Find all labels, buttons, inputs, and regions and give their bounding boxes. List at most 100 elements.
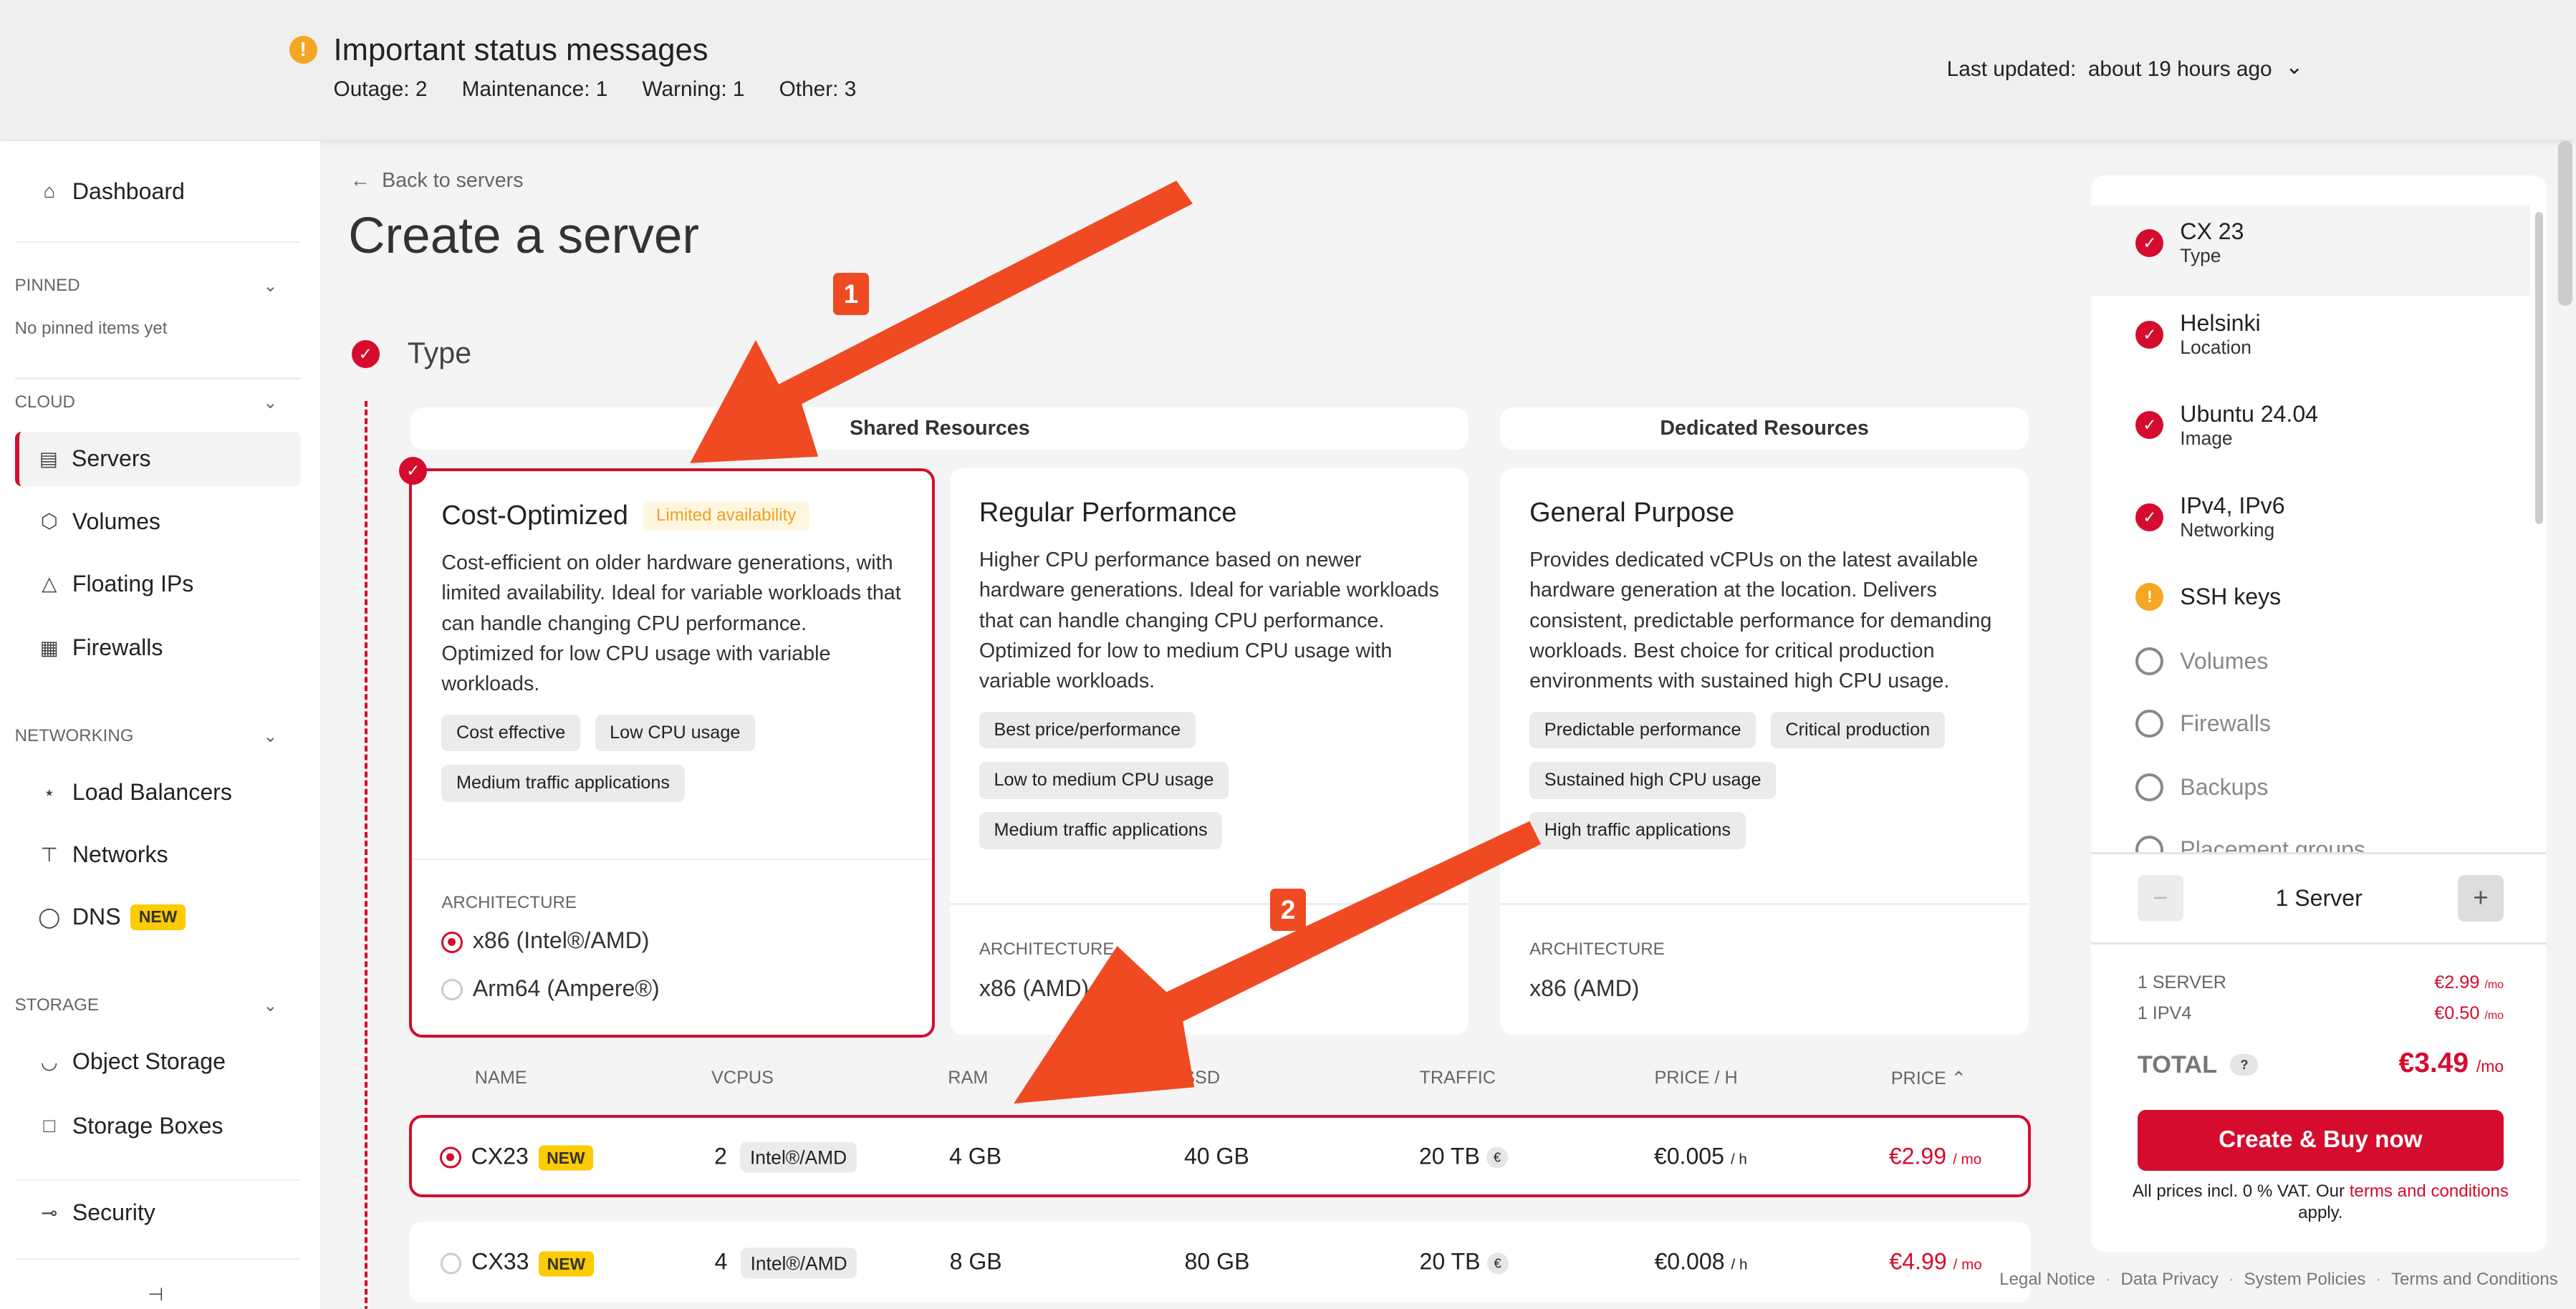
sidebar-item-floating-ips[interactable]: △ Floating IPs bbox=[15, 556, 301, 611]
label: Networks bbox=[72, 841, 168, 868]
system-policies-link[interactable]: System Policies bbox=[2244, 1269, 2366, 1289]
outage-count[interactable]: Outage: 2 bbox=[333, 77, 428, 101]
arch-option-arm64[interactable]: Arm64 (Ampere®) bbox=[441, 975, 660, 1002]
section-storage[interactable]: STORAGE ⌄ bbox=[15, 995, 278, 1016]
summary-step-networking[interactable]: ✓ IPv4, IPv6 Networking bbox=[2091, 493, 2529, 541]
increment-button[interactable]: + bbox=[2457, 875, 2504, 922]
sidebar-item-servers[interactable]: ▤ Servers bbox=[14, 432, 301, 486]
no-pinned-text: No pinned items yet bbox=[14, 318, 168, 338]
bucket-icon: ◡ bbox=[40, 1050, 58, 1073]
chevron-down-icon[interactable]: ⌄ bbox=[263, 995, 278, 1015]
sidebar-item-load-balancers[interactable]: ⋆ Load Balancers bbox=[15, 765, 301, 820]
chevron-down-icon[interactable]: ⌄ bbox=[2285, 54, 2304, 79]
summary-step-placement-groups[interactable]: Placement groups bbox=[2091, 824, 2529, 853]
legal-notice-link[interactable]: Legal Notice bbox=[1999, 1269, 2095, 1289]
decrement-button[interactable]: − bbox=[2137, 875, 2183, 922]
terms-link[interactable]: terms and conditions bbox=[2349, 1181, 2509, 1201]
status-counts[interactable]: Outage: 2 Maintenance: 1 Warning: 1 Othe… bbox=[334, 77, 857, 102]
col-vcpus[interactable]: VCPUS bbox=[711, 1067, 774, 1088]
step-title: Type bbox=[407, 337, 472, 370]
sidebar-item-object-storage[interactable]: ◡ Object Storage bbox=[15, 1035, 301, 1089]
chevron-down-icon[interactable]: ⌄ bbox=[263, 726, 278, 746]
euro-icon[interactable]: € bbox=[1486, 1252, 1509, 1275]
help-icon[interactable]: ? bbox=[2230, 1054, 2259, 1076]
unit: / h bbox=[1731, 1256, 1748, 1273]
label: PINNED bbox=[14, 276, 80, 296]
sidebar-item-dashboard[interactable]: ⌂ Dashboard bbox=[15, 164, 301, 218]
radio-selected[interactable] bbox=[441, 931, 463, 953]
label: Floating IPs bbox=[72, 570, 194, 596]
pin-sidebar-icon[interactable]: ⊣ bbox=[148, 1285, 164, 1305]
euro-icon[interactable]: € bbox=[1486, 1146, 1508, 1169]
last-updated-value: about 19 hours ago bbox=[2087, 57, 2272, 82]
summary-step-firewalls[interactable]: Firewalls bbox=[2091, 709, 2529, 738]
back-link[interactable]: ← Back to servers bbox=[350, 169, 523, 193]
radio[interactable] bbox=[440, 1252, 462, 1275]
create-buy-button[interactable]: Create & Buy now bbox=[2137, 1110, 2504, 1172]
tag: Predictable performance bbox=[1529, 711, 1756, 749]
col-name[interactable]: NAME bbox=[474, 1067, 527, 1088]
summary-step-image[interactable]: ✓ Ubuntu 24.04 Image bbox=[2091, 401, 2529, 450]
page-scrollbar[interactable] bbox=[2557, 141, 2573, 306]
step-value: Volumes bbox=[2180, 647, 2269, 674]
col-ram[interactable]: RAM bbox=[948, 1067, 989, 1088]
summary-step-location[interactable]: ✓ Helsinki Location bbox=[2091, 310, 2529, 359]
sidebar-item-security[interactable]: ⊸ Security bbox=[15, 1186, 301, 1240]
empty-circle-icon bbox=[2135, 836, 2164, 853]
col-traffic[interactable]: TRAFFIC bbox=[1419, 1067, 1496, 1088]
check-icon: ✓ bbox=[2135, 228, 2164, 257]
step-line bbox=[365, 400, 367, 1309]
sidebar-item-volumes[interactable]: ⬡ Volumes bbox=[15, 494, 301, 549]
summary-panel: ✓ CX 23 Type ✓ Helsinki Location ✓ Ubuntu 24.… bbox=[2091, 175, 2547, 1252]
col-price[interactable]: PRICE ⌃ bbox=[1891, 1068, 1966, 1089]
step-label: Location bbox=[2180, 337, 2251, 359]
sidebar-item-networks[interactable]: ⊤ Networks bbox=[15, 828, 301, 882]
step-value: IPv4, IPv6 bbox=[2180, 493, 2285, 519]
dedicated-resources-header: Dedicated Resources bbox=[1499, 407, 2029, 450]
arch-option-x86[interactable]: x86 (Intel®/AMD) bbox=[441, 927, 649, 954]
card-general-purpose[interactable]: General Purpose Provides dedicated vCPUs… bbox=[1499, 468, 2029, 1035]
price-hourly: €0.008 bbox=[1654, 1248, 1725, 1275]
summary-step-type[interactable]: ✓ CX 23 Type bbox=[2091, 218, 2529, 267]
server-count: 1 Server bbox=[2275, 885, 2363, 912]
label: Object Storage bbox=[72, 1048, 226, 1075]
section-cloud[interactable]: CLOUD ⌄ bbox=[15, 392, 278, 413]
vcpus: 4 bbox=[714, 1248, 728, 1275]
home-icon: ⌂ bbox=[43, 180, 56, 203]
check-icon: ✓ bbox=[2135, 411, 2164, 440]
col-price-h[interactable]: PRICE / H bbox=[1654, 1067, 1738, 1088]
arrow-left-icon: ← bbox=[350, 169, 371, 193]
limited-badge: Limited availability bbox=[643, 501, 809, 531]
terms-link[interactable]: Terms and Conditions bbox=[2390, 1269, 2558, 1289]
warning-count[interactable]: Warning: 1 bbox=[642, 77, 745, 101]
data-privacy-link[interactable]: Data Privacy bbox=[2120, 1269, 2219, 1289]
sidebar-item-storage-boxes[interactable]: □ Storage Boxes bbox=[15, 1098, 301, 1153]
card-regular-performance[interactable]: Regular Performance Higher CPU performan… bbox=[949, 468, 1469, 1035]
step-value: Backups bbox=[2180, 774, 2269, 801]
ram: 8 GB bbox=[949, 1248, 1002, 1275]
maintenance-count[interactable]: Maintenance: 1 bbox=[461, 77, 608, 101]
radio[interactable] bbox=[441, 979, 463, 1001]
sidebar-item-dns[interactable]: ◯ DNS NEW bbox=[15, 890, 301, 945]
section-pinned[interactable]: PINNED ⌄ bbox=[15, 276, 278, 296]
vat-note: All prices incl. 0 % VAT. Our terms and … bbox=[2124, 1181, 2517, 1224]
ram: 4 GB bbox=[948, 1143, 1002, 1169]
label: NETWORKING bbox=[14, 725, 134, 745]
section-networking[interactable]: NETWORKING ⌄ bbox=[15, 726, 278, 747]
summary-step-ssh-keys[interactable]: ! SSH keys bbox=[2091, 583, 2529, 612]
server-icon: ▤ bbox=[39, 447, 58, 470]
arch-label: ARCHITECTURE bbox=[441, 893, 577, 912]
summary-step-volumes[interactable]: Volumes bbox=[2091, 647, 2529, 675]
chevron-down-icon[interactable]: ⌄ bbox=[263, 393, 278, 413]
summary-step-backups[interactable]: Backups bbox=[2091, 773, 2529, 802]
chevron-down-icon[interactable]: ⌄ bbox=[263, 276, 278, 296]
sidebar-item-firewalls[interactable]: ▦ Firewalls bbox=[15, 621, 301, 675]
table-row[interactable]: CX23 NEW 2 Intel®/AMD 4 GB 40 GB 20 TB € €0… bbox=[409, 1115, 2031, 1197]
arch-label: ARCHITECTURE bbox=[1529, 939, 1665, 959]
card-cost-optimized[interactable]: Cost-Optimized Limited availability Cost-… bbox=[409, 468, 935, 1038]
table-row[interactable]: CX33 NEW 4 Intel®/AMD 8 GB 80 GB 20 TB € €0… bbox=[409, 1222, 2031, 1303]
panel-scrollbar[interactable] bbox=[2534, 211, 2544, 524]
other-count[interactable]: Other: 3 bbox=[779, 77, 857, 101]
cube-icon: ⬡ bbox=[40, 510, 58, 533]
radio-selected[interactable] bbox=[440, 1146, 461, 1169]
